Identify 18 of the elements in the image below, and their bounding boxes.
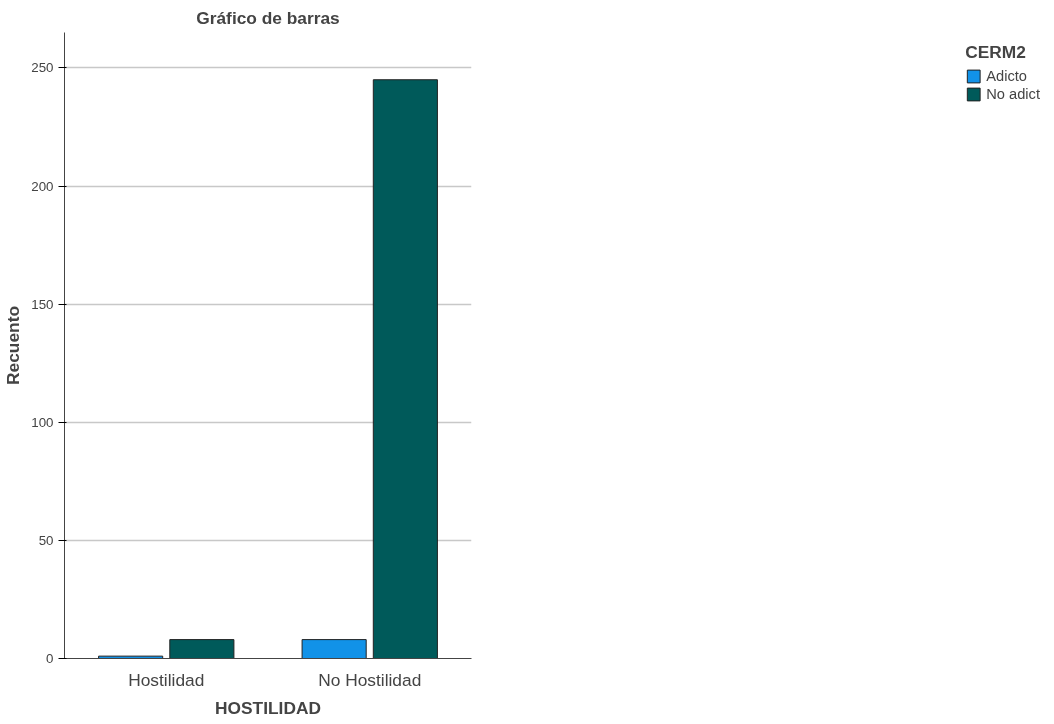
x-tick-label: No Hostilidad: [318, 669, 422, 690]
bar: [98, 655, 164, 659]
y-tick-label: 250: [31, 60, 54, 76]
y-tick-label: 0: [46, 651, 54, 666]
x-axis-title: HOSTILIDAD: [215, 697, 321, 718]
y-tick-label: 100: [31, 414, 54, 430]
y-tick-label: 50: [38, 532, 54, 548]
chart-title: Gráfico de barras: [196, 7, 340, 28]
y-tick-label: 150: [31, 296, 54, 312]
legend-label: Adicto: [986, 68, 1027, 84]
y-axis-title: Recuento: [3, 306, 24, 385]
bar: [169, 639, 235, 659]
bar: [301, 639, 367, 659]
legend-label: No adict: [986, 86, 1040, 102]
x-tick-label: Hostilidad: [128, 669, 205, 690]
legend-title: CERM2: [965, 42, 1027, 63]
bar: [372, 79, 438, 659]
y-tick-label: 200: [31, 178, 54, 194]
